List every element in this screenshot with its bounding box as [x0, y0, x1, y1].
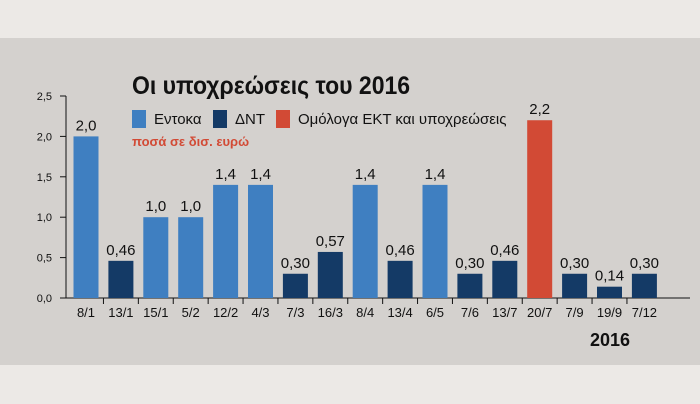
legend-swatch-dnt — [213, 110, 227, 128]
bar — [387, 260, 413, 298]
x-tick-label: 8/4 — [356, 305, 374, 320]
x-tick-label: 16/3 — [318, 305, 343, 320]
data-label: 2,0 — [76, 117, 97, 134]
chart-panel — [0, 38, 700, 365]
bar — [317, 251, 343, 298]
x-tick-label: 7/9 — [566, 305, 584, 320]
x-tick-label: 5/2 — [182, 305, 200, 320]
data-label: 0,30 — [560, 255, 589, 272]
data-label: 0,46 — [385, 242, 414, 259]
chart-subtitle: ποσά σε δισ. ευρώ — [132, 134, 250, 149]
legend-item-dnt: ΔΝΤ — [213, 110, 265, 128]
chart-title: Οι υποχρεώσεις του 2016 — [132, 72, 411, 100]
data-label: 1,4 — [355, 166, 376, 183]
data-label: 2,2 — [529, 101, 550, 118]
bar — [178, 217, 204, 298]
y-tick-label: 0,5 — [37, 253, 52, 265]
bar — [492, 260, 518, 298]
bar — [631, 273, 657, 298]
bar — [213, 184, 239, 298]
data-label: 1,4 — [425, 166, 446, 183]
x-tick-label: 13/1 — [108, 305, 133, 320]
legend-label-entoka: Εντοκα — [154, 110, 202, 128]
x-tick-label: 13/4 — [387, 305, 412, 320]
bar — [352, 184, 378, 298]
data-label: 1,4 — [215, 166, 236, 183]
data-label: 0,30 — [630, 255, 659, 272]
x-tick-label: 7/3 — [286, 305, 304, 320]
bar — [457, 273, 483, 298]
x-tick-label: 8/1 — [77, 305, 95, 320]
x-tick-label: 15/1 — [143, 305, 168, 320]
bar — [562, 273, 588, 298]
x-tick-label: 12/2 — [213, 305, 238, 320]
data-label: 0,30 — [281, 255, 310, 272]
bar — [422, 184, 448, 298]
y-tick-label: 0,0 — [37, 293, 52, 305]
bar — [73, 136, 99, 298]
x-tick-label: 7/12 — [632, 305, 657, 320]
bar — [108, 260, 134, 298]
legend-item-entoka: Εντοκα — [132, 110, 202, 128]
x-tick-label: 7/6 — [461, 305, 479, 320]
legend-label-dnt: ΔΝΤ — [235, 110, 266, 128]
bar — [282, 273, 308, 298]
x-tick-label: 6/5 — [426, 305, 444, 320]
y-tick-label: 2,0 — [37, 131, 52, 143]
bar — [143, 217, 169, 298]
data-label: 0,57 — [316, 233, 345, 250]
y-tick-label: 1,0 — [37, 212, 52, 224]
legend-item-ekt: Ομόλογα ΕΚΤ και υποχρεώσεις — [276, 110, 506, 128]
data-label: 1,0 — [145, 198, 166, 215]
year-label: 2016 — [590, 330, 631, 350]
legend-label-ekt: Ομόλογα ΕΚΤ και υποχρεώσεις — [298, 110, 507, 128]
bar — [248, 184, 273, 298]
legend-swatch-entoka — [132, 110, 146, 128]
x-tick-label: 13/7 — [492, 305, 517, 320]
data-label: 0,30 — [455, 255, 484, 272]
x-tick-label: 20/7 — [527, 305, 552, 320]
y-tick-label: 2,5 — [37, 91, 52, 103]
data-label: 0,46 — [106, 242, 135, 259]
data-label: 0,14 — [595, 268, 624, 285]
data-label: 1,0 — [180, 198, 201, 215]
data-label: 1,4 — [250, 166, 271, 183]
bar — [597, 286, 622, 298]
x-tick-label: 19/9 — [597, 305, 622, 320]
x-tick-label: 4/3 — [251, 305, 269, 320]
legend-swatch-ekt — [276, 110, 290, 128]
y-tick-label: 1,5 — [37, 172, 52, 184]
data-label: 0,46 — [490, 242, 519, 259]
bar — [527, 120, 553, 299]
